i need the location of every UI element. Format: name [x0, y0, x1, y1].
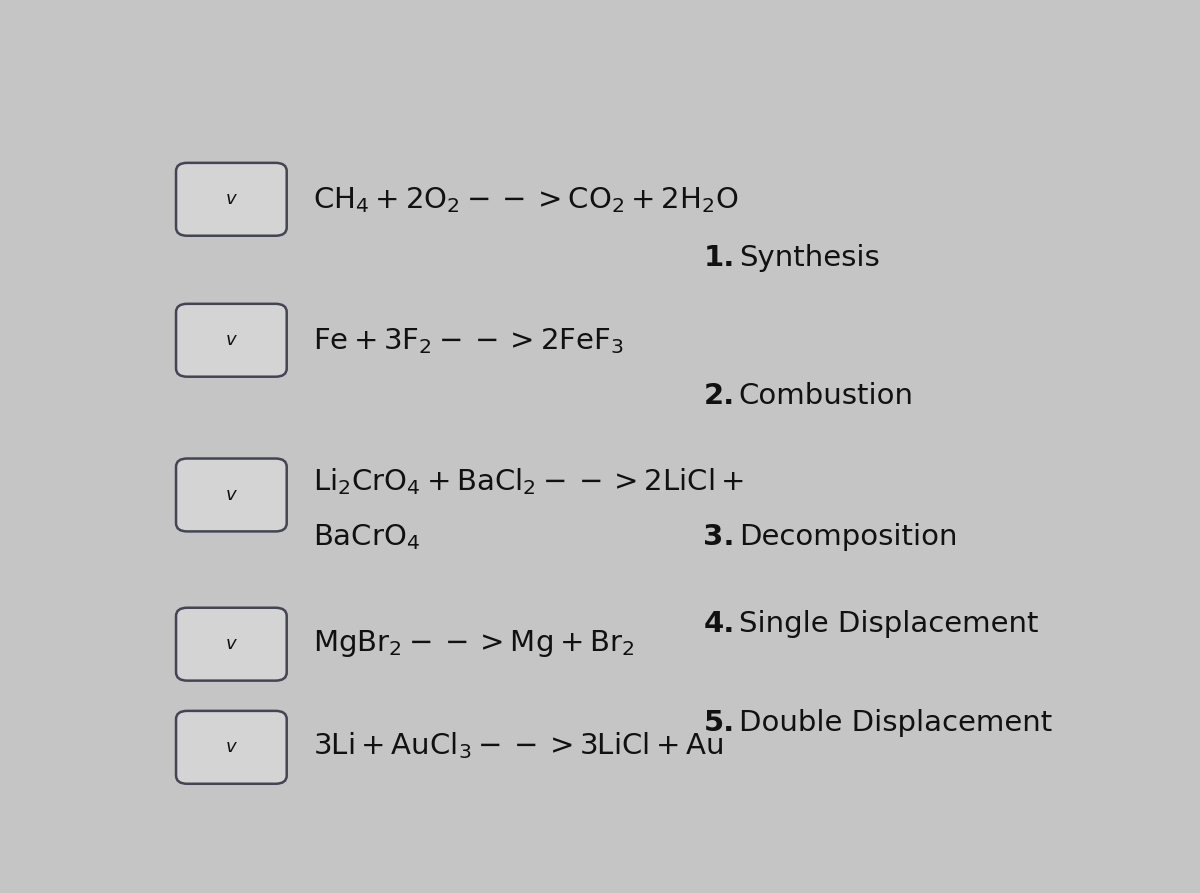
- FancyBboxPatch shape: [176, 711, 287, 784]
- Text: Decomposition: Decomposition: [739, 523, 958, 551]
- Text: 3.: 3.: [703, 523, 734, 551]
- Text: 5.: 5.: [703, 708, 734, 737]
- Text: $\mathregular{BaCrO_4}$: $\mathregular{BaCrO_4}$: [313, 522, 420, 552]
- Text: $\mathregular{Fe + 3F_2 --> 2FeF_3}$: $\mathregular{Fe + 3F_2 --> 2FeF_3}$: [313, 326, 623, 355]
- Text: 2.: 2.: [703, 382, 734, 410]
- FancyBboxPatch shape: [176, 608, 287, 680]
- Text: $\mathregular{MgBr_2 --> Mg + Br_2}$: $\mathregular{MgBr_2 --> Mg + Br_2}$: [313, 628, 634, 659]
- Text: $\mathregular{3Li + AuCl_3 --> 3LiCl + Au}$: $\mathregular{3Li + AuCl_3 --> 3LiCl + A…: [313, 730, 724, 761]
- Text: v: v: [226, 635, 236, 653]
- Text: v: v: [226, 331, 236, 349]
- FancyBboxPatch shape: [176, 163, 287, 236]
- FancyBboxPatch shape: [176, 458, 287, 531]
- Text: Synthesis: Synthesis: [739, 245, 880, 272]
- Text: 4.: 4.: [703, 610, 734, 638]
- Text: 1.: 1.: [703, 245, 734, 272]
- Text: Single Displacement: Single Displacement: [739, 610, 1038, 638]
- Text: Combustion: Combustion: [739, 382, 913, 410]
- FancyBboxPatch shape: [176, 304, 287, 377]
- Text: $\mathregular{CH_4 + 2O_2 --> CO_2 + 2H_2O}$: $\mathregular{CH_4 + 2O_2 --> CO_2 + 2H_…: [313, 185, 738, 215]
- Text: Double Displacement: Double Displacement: [739, 708, 1052, 737]
- Text: v: v: [226, 190, 236, 208]
- Text: v: v: [226, 739, 236, 756]
- Text: v: v: [226, 486, 236, 504]
- Text: $\mathregular{Li_2CrO_4 + BaCl_2 --> 2LiCl +}$: $\mathregular{Li_2CrO_4 + BaCl_2 --> 2Li…: [313, 466, 744, 497]
